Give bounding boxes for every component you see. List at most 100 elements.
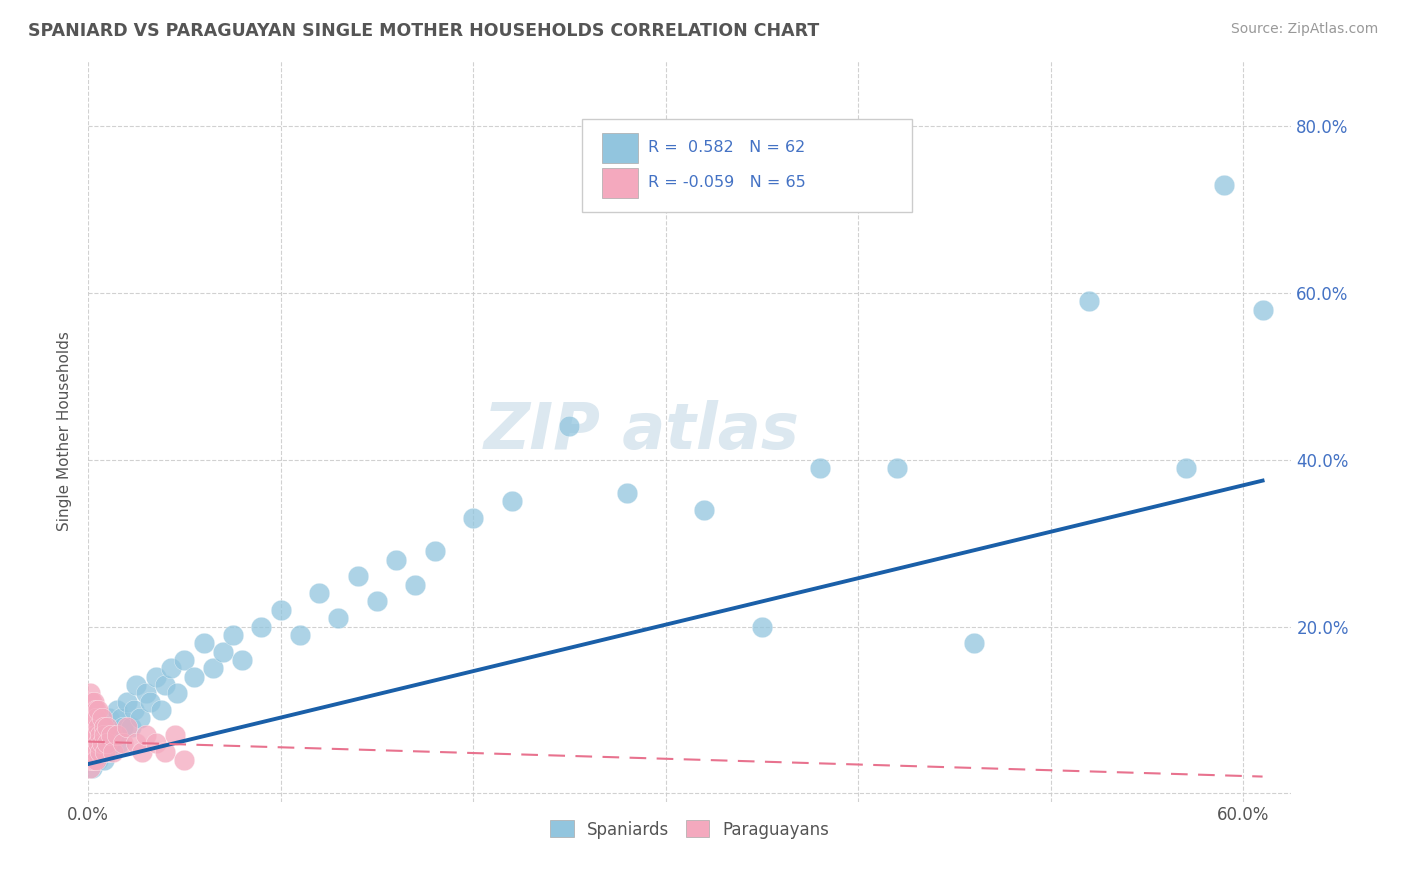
Point xyxy=(101,745,124,759)
Point xyxy=(250,619,273,633)
Point xyxy=(270,603,292,617)
Point xyxy=(79,720,101,734)
Point xyxy=(80,711,103,725)
Point xyxy=(404,578,426,592)
Point xyxy=(202,661,225,675)
Point xyxy=(111,736,134,750)
Point xyxy=(83,720,105,734)
Point xyxy=(1251,302,1274,317)
Point xyxy=(98,711,121,725)
FancyBboxPatch shape xyxy=(582,119,912,211)
Point xyxy=(79,745,101,759)
Point xyxy=(80,728,103,742)
Point xyxy=(693,503,716,517)
Point xyxy=(423,544,446,558)
Point xyxy=(231,653,253,667)
Point xyxy=(145,736,167,750)
Point xyxy=(80,728,103,742)
FancyBboxPatch shape xyxy=(602,168,638,198)
Text: R =  0.582   N = 62: R = 0.582 N = 62 xyxy=(648,140,806,155)
Point xyxy=(77,745,100,759)
Point xyxy=(105,728,128,742)
Point xyxy=(83,745,105,759)
Point xyxy=(129,711,152,725)
Point xyxy=(1078,294,1101,309)
Point xyxy=(100,728,122,742)
Point xyxy=(83,753,105,767)
Point xyxy=(105,703,128,717)
Point xyxy=(212,644,235,658)
Point xyxy=(101,720,124,734)
Point xyxy=(115,720,138,734)
Point xyxy=(110,711,132,725)
Point xyxy=(83,728,105,742)
Point xyxy=(108,736,131,750)
Point xyxy=(751,619,773,633)
Point xyxy=(89,728,111,742)
Point xyxy=(153,745,176,759)
Point xyxy=(84,745,107,759)
Point xyxy=(79,736,101,750)
Point xyxy=(193,636,215,650)
Point xyxy=(80,703,103,717)
Point xyxy=(84,720,107,734)
Point xyxy=(131,745,153,759)
Point xyxy=(385,553,408,567)
Point xyxy=(163,728,186,742)
Point xyxy=(84,711,107,725)
Point xyxy=(79,711,101,725)
Point xyxy=(89,745,111,759)
Point xyxy=(80,736,103,750)
Point xyxy=(125,736,148,750)
Point xyxy=(90,711,112,725)
Point xyxy=(79,694,101,708)
Text: ZIP atlas: ZIP atlas xyxy=(484,400,800,461)
Point xyxy=(1213,178,1236,192)
Text: SPANIARD VS PARAGUAYAN SINGLE MOTHER HOUSEHOLDS CORRELATION CHART: SPANIARD VS PARAGUAYAN SINGLE MOTHER HOU… xyxy=(28,22,820,40)
Point xyxy=(79,753,101,767)
Point xyxy=(79,711,101,725)
Point xyxy=(83,694,105,708)
Point xyxy=(96,745,118,759)
Text: Source: ZipAtlas.com: Source: ZipAtlas.com xyxy=(1230,22,1378,37)
Point xyxy=(77,703,100,717)
Point xyxy=(84,703,107,717)
Point xyxy=(84,728,107,742)
Point xyxy=(153,678,176,692)
Point xyxy=(87,728,110,742)
Point xyxy=(83,745,105,759)
Point xyxy=(135,686,157,700)
Point xyxy=(463,511,485,525)
Point xyxy=(93,720,115,734)
Legend: Spaniards, Paraguayans: Spaniards, Paraguayans xyxy=(544,814,837,846)
Point xyxy=(93,728,115,742)
Point xyxy=(83,703,105,717)
Point xyxy=(94,745,117,759)
Point xyxy=(145,669,167,683)
Point xyxy=(328,611,350,625)
Point xyxy=(616,486,638,500)
Point xyxy=(84,753,107,767)
FancyBboxPatch shape xyxy=(602,133,638,162)
Point xyxy=(84,736,107,750)
Point xyxy=(183,669,205,683)
Point xyxy=(124,703,146,717)
Point xyxy=(120,720,142,734)
Point xyxy=(808,461,831,475)
Point xyxy=(104,728,127,742)
Point xyxy=(160,661,183,675)
Point xyxy=(80,753,103,767)
Point xyxy=(166,686,188,700)
Point xyxy=(558,419,581,434)
Point xyxy=(963,636,986,650)
Point xyxy=(84,728,107,742)
Point xyxy=(83,711,105,725)
Point xyxy=(77,736,100,750)
Point xyxy=(80,736,103,750)
Point xyxy=(1174,461,1197,475)
Point xyxy=(77,720,100,734)
Point xyxy=(96,720,118,734)
Point xyxy=(90,720,112,734)
Point xyxy=(79,728,101,742)
Point xyxy=(308,586,330,600)
